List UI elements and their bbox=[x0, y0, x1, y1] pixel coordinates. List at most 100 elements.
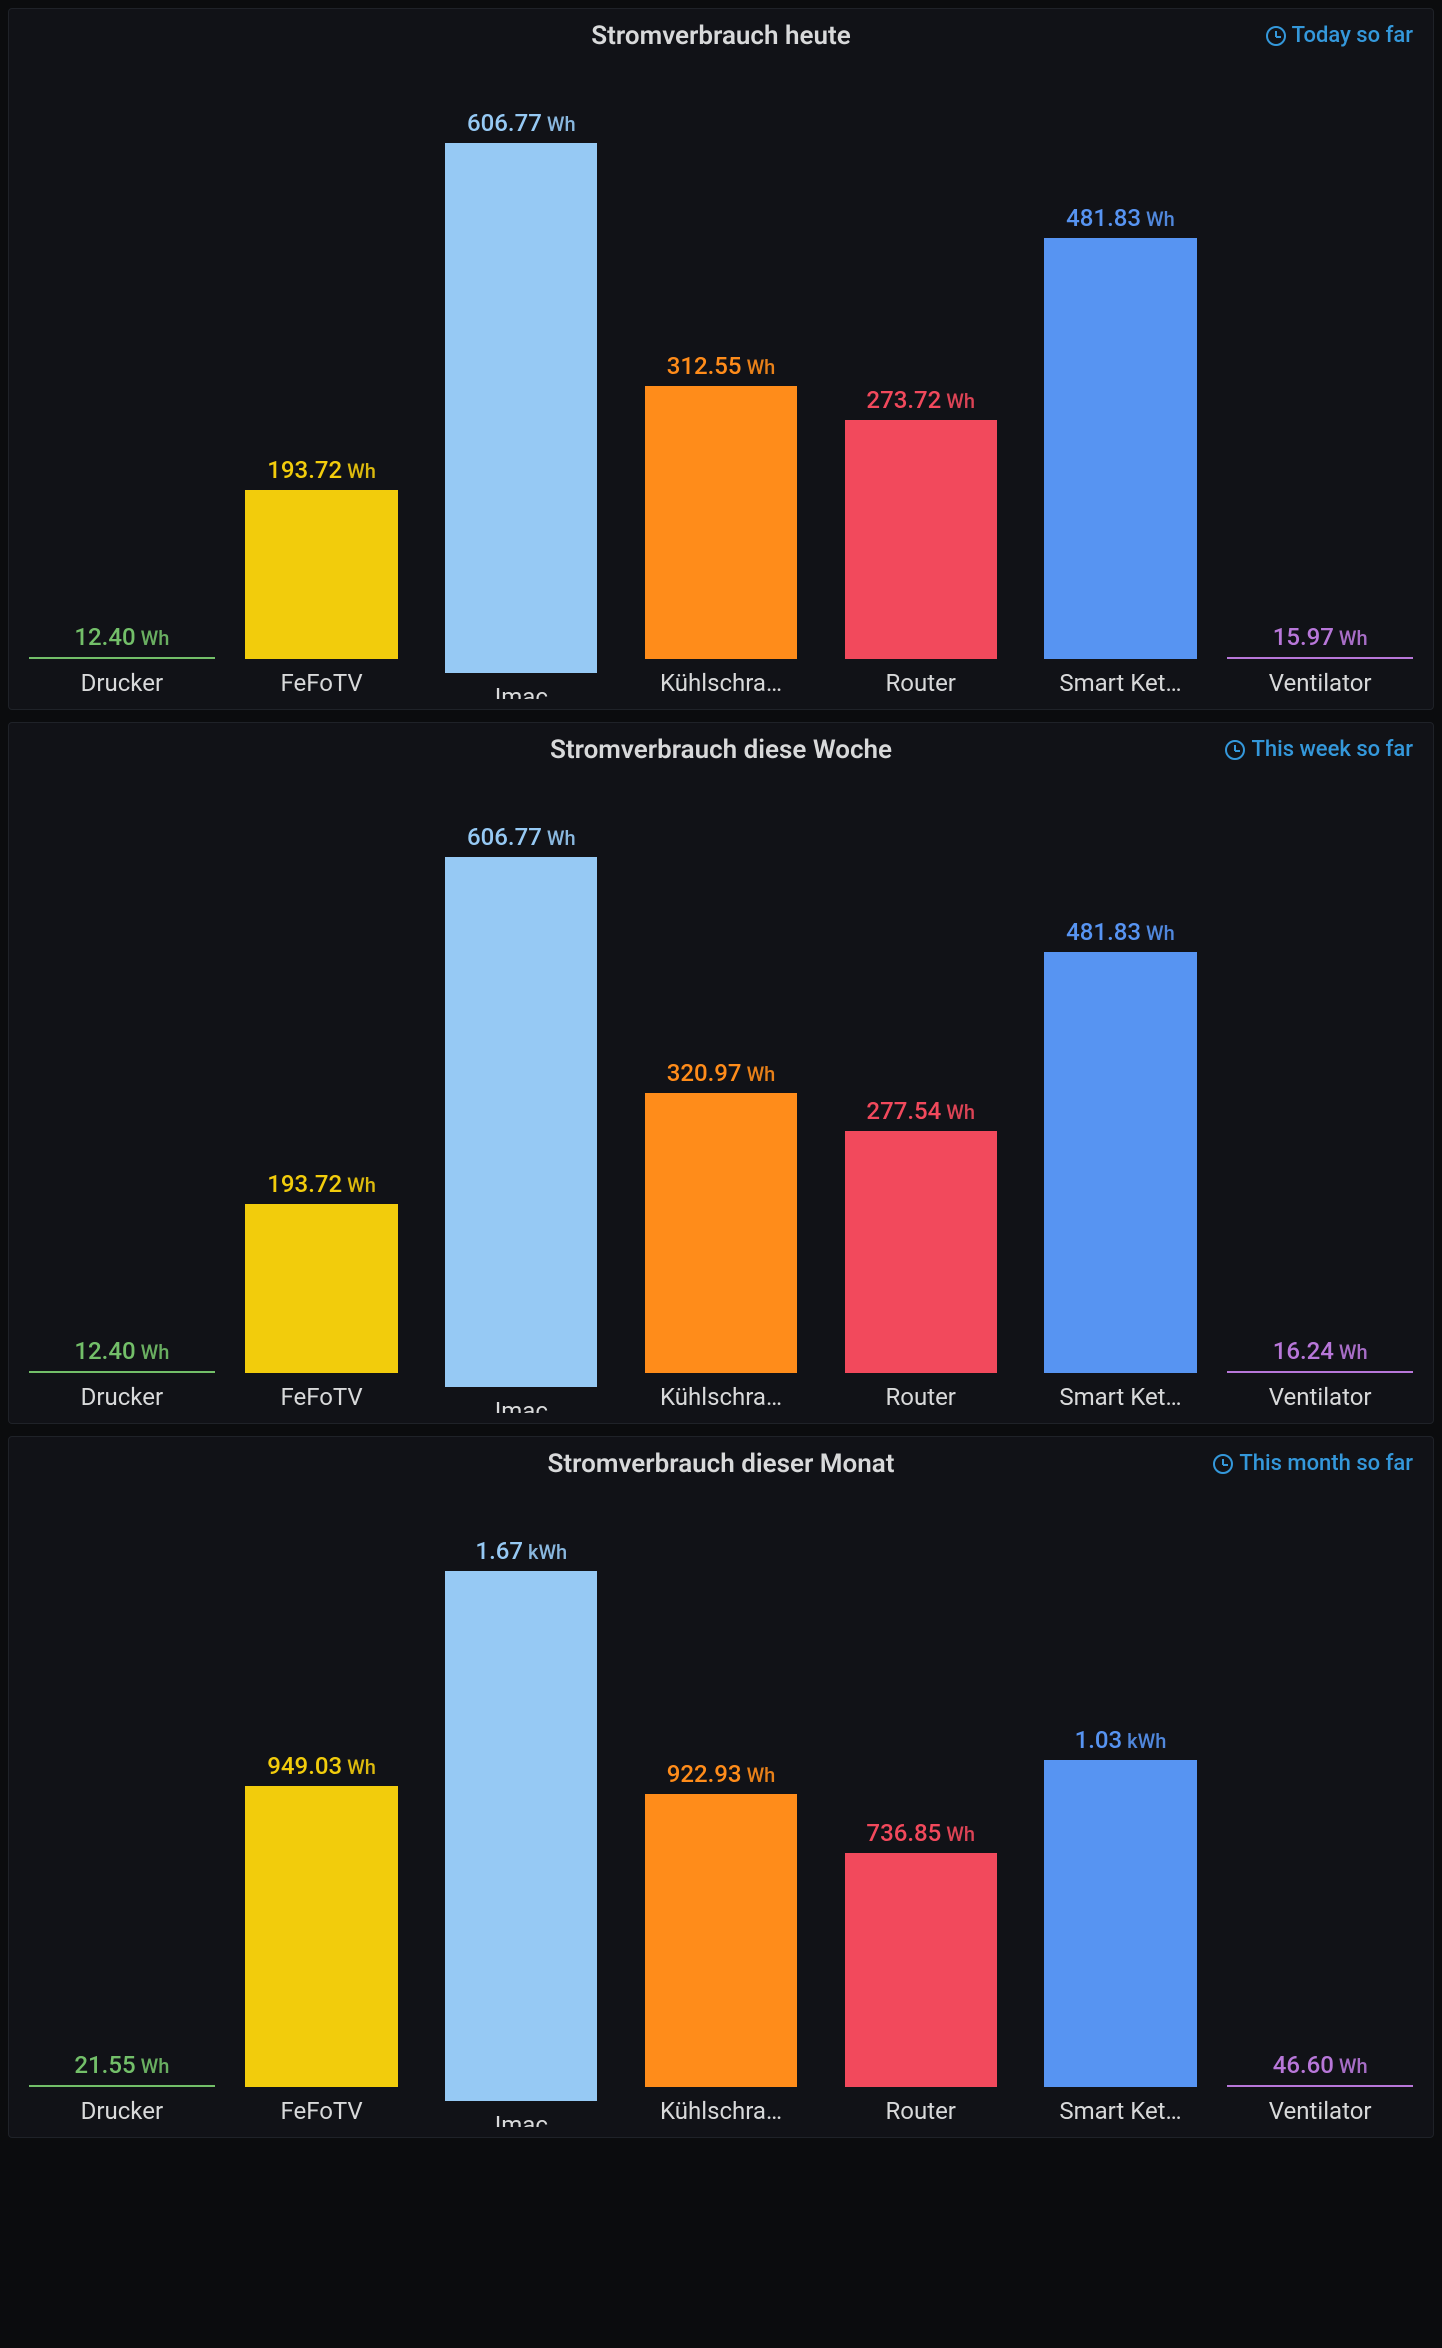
bar-value-number: 606.77 bbox=[467, 823, 542, 851]
bar[interactable] bbox=[1044, 1760, 1196, 2087]
bar-value-number: 193.72 bbox=[267, 456, 342, 484]
bar-value-unit: Wh bbox=[141, 1340, 170, 1364]
bar-container: 21.55Wh bbox=[29, 1537, 215, 2087]
bar-container: 193.72Wh bbox=[229, 109, 415, 659]
bar[interactable] bbox=[845, 1131, 997, 1373]
bar-value-label: 46.60Wh bbox=[1273, 2051, 1368, 2079]
bar-value-number: 193.72 bbox=[267, 1170, 342, 1198]
category-label: Kühlschra… bbox=[628, 2095, 814, 2127]
bar-value-number: 46.60 bbox=[1273, 2051, 1334, 2079]
bar-container: 606.77Wh bbox=[428, 109, 614, 673]
category-label: FeFoTV bbox=[229, 667, 415, 699]
category-label: Imac bbox=[428, 1395, 614, 1413]
bar-slot: 922.93Wh Kühlschra… bbox=[628, 1537, 814, 2127]
bar[interactable] bbox=[445, 857, 597, 1387]
bar-value-label: 481.83Wh bbox=[1066, 918, 1175, 946]
bar-slot: 481.83Wh Smart Ket… bbox=[1028, 823, 1214, 1413]
bar[interactable] bbox=[1044, 238, 1196, 659]
bar-value-unit: Wh bbox=[946, 1822, 975, 1846]
bar[interactable] bbox=[1044, 952, 1196, 1373]
panel-header: Stromverbrauch dieser MonatThis month so… bbox=[29, 1449, 1413, 1479]
bar-slot: 273.72Wh Router bbox=[828, 109, 1014, 699]
bar[interactable] bbox=[645, 1794, 797, 2087]
bar-slot: 12.40WhDrucker bbox=[29, 109, 215, 699]
bar-value-unit: Wh bbox=[1339, 1340, 1368, 1364]
category-label: Ventilator bbox=[1227, 2095, 1413, 2127]
category-label: Imac bbox=[428, 681, 614, 699]
bar-slot: 12.40WhDrucker bbox=[29, 823, 215, 1413]
bar-value-number: 320.97 bbox=[667, 1059, 742, 1087]
category-label: Smart Ket… bbox=[1028, 1381, 1214, 1413]
bar-value-unit: Wh bbox=[141, 626, 170, 650]
bar[interactable] bbox=[245, 490, 397, 659]
bar[interactable] bbox=[645, 1093, 797, 1373]
bar-container: 16.24Wh bbox=[1227, 823, 1413, 1373]
bar-value-unit: Wh bbox=[747, 355, 776, 379]
bar-value-unit: Wh bbox=[946, 1100, 975, 1124]
bar-container: 922.93Wh bbox=[628, 1537, 814, 2087]
bar-value-number: 312.55 bbox=[667, 352, 742, 380]
bar-slot: 16.24Wh Ventilator bbox=[1227, 823, 1413, 1413]
category-label: Ventilator bbox=[1227, 1381, 1413, 1413]
bar-value-unit: kWh bbox=[528, 1540, 567, 1564]
bar-chart: 12.40WhDrucker193.72WhFeFoTV606.77WhImac… bbox=[29, 773, 1413, 1413]
bar-container: 949.03Wh bbox=[229, 1537, 415, 2087]
bar-value-number: 949.03 bbox=[267, 1752, 342, 1780]
bar-value-unit: Wh bbox=[747, 1763, 776, 1787]
time-range-label: This week so far bbox=[1251, 737, 1413, 762]
bar-container: 320.97Wh bbox=[628, 823, 814, 1373]
bar-container: 481.83Wh bbox=[1028, 109, 1214, 659]
panel-header: Stromverbrauch diese WocheThis week so f… bbox=[29, 735, 1413, 765]
bar-value-number: 15.97 bbox=[1273, 623, 1334, 651]
bar-value-unit: Wh bbox=[747, 1062, 776, 1086]
category-label: Router bbox=[828, 2095, 1014, 2127]
bar[interactable] bbox=[845, 1853, 997, 2087]
category-label: Drucker bbox=[29, 2095, 215, 2127]
bar-container: 736.85Wh bbox=[828, 1537, 1014, 2087]
bar-value-label: 481.83Wh bbox=[1066, 204, 1175, 232]
bar-value-unit: Wh bbox=[1339, 2054, 1368, 2078]
bar[interactable] bbox=[245, 1786, 397, 2087]
bar[interactable] bbox=[845, 420, 997, 659]
bar-container: 193.72Wh bbox=[229, 823, 415, 1373]
bar-container: 1.67kWh bbox=[428, 1537, 614, 2101]
bar[interactable] bbox=[445, 143, 597, 673]
category-label: Smart Ket… bbox=[1028, 2095, 1214, 2127]
bar-container: 1.03kWh bbox=[1028, 1537, 1214, 2087]
category-label: Smart Ket… bbox=[1028, 667, 1214, 699]
bar-container: 15.97Wh bbox=[1227, 109, 1413, 659]
category-label: FeFoTV bbox=[229, 1381, 415, 1413]
time-range-picker[interactable]: Today so far bbox=[1266, 23, 1413, 48]
bar-slot: 46.60Wh Ventilator bbox=[1227, 1537, 1413, 2127]
bar-value-label: 15.97Wh bbox=[1273, 623, 1368, 651]
category-label: Router bbox=[828, 667, 1014, 699]
bar-value-label: 1.03kWh bbox=[1075, 1726, 1167, 1754]
bar-slot: 21.55Wh Drucker bbox=[29, 1537, 215, 2127]
bar-baseline bbox=[29, 1371, 215, 1373]
bar-slot: 312.55Wh Kühlschra… bbox=[628, 109, 814, 699]
time-range-picker[interactable]: This month so far bbox=[1213, 1451, 1413, 1476]
bar-value-number: 481.83 bbox=[1066, 204, 1141, 232]
bar-container: 12.40Wh bbox=[29, 823, 215, 1373]
time-range-picker[interactable]: This week so far bbox=[1225, 737, 1413, 762]
bar-slot: 1.03kWh Smart Ket… bbox=[1028, 1537, 1214, 2127]
bar-value-label: 21.55Wh bbox=[74, 2051, 169, 2079]
bar[interactable] bbox=[445, 1571, 597, 2101]
bar[interactable] bbox=[245, 1204, 397, 1373]
bar-slot: 949.03WhFeFoTV bbox=[229, 1537, 415, 2127]
bar-value-label: 277.54Wh bbox=[866, 1097, 975, 1125]
bar-value-number: 12.40 bbox=[74, 1337, 135, 1365]
bar-container: 273.72Wh bbox=[828, 109, 1014, 659]
bar-value-unit: Wh bbox=[347, 1755, 376, 1779]
bar-container: 277.54Wh bbox=[828, 823, 1014, 1373]
bar-container: 46.60Wh bbox=[1227, 1537, 1413, 2087]
bar-baseline bbox=[29, 657, 215, 659]
bar-baseline bbox=[29, 2085, 215, 2087]
bar-baseline bbox=[1227, 657, 1413, 659]
bar[interactable] bbox=[645, 386, 797, 659]
bar-chart: 12.40WhDrucker193.72WhFeFoTV606.77WhImac… bbox=[29, 59, 1413, 699]
bar-value-number: 481.83 bbox=[1066, 918, 1141, 946]
panel-title: Stromverbrauch heute bbox=[591, 21, 850, 51]
clock-icon bbox=[1225, 740, 1245, 760]
category-label: Kühlschra… bbox=[628, 667, 814, 699]
